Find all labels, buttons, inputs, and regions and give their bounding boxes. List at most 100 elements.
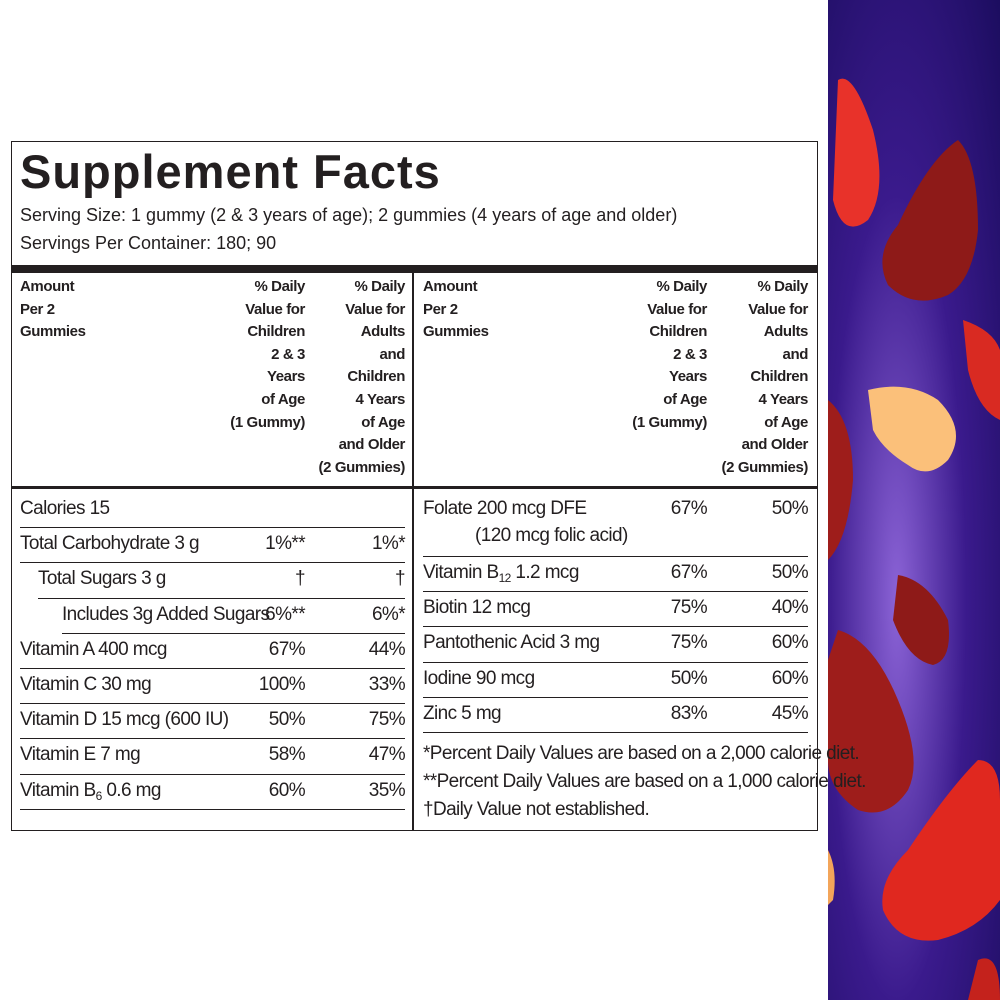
column-header: Children xyxy=(750,368,808,386)
column-header: 4 Years xyxy=(355,391,406,408)
nutrient-label: Zinc 5 mg xyxy=(423,702,502,726)
daily-value-children: 67% xyxy=(268,638,306,660)
nutrient-name: Vitamin B xyxy=(423,562,499,583)
nutrient-label: Total Carbohydrate 3 g xyxy=(20,532,200,556)
daily-value-adults: 1%* xyxy=(371,533,406,555)
nutrient-name: Zinc 5 mg xyxy=(423,702,502,724)
nutrient-label: Vitamin B6 0.6 mg xyxy=(20,779,161,803)
nutrient-subscript: 12 xyxy=(498,571,512,585)
daily-value-adults: 75% xyxy=(368,709,406,731)
row-rule xyxy=(20,773,405,775)
nutrient-name: Vitamin E 7 mg xyxy=(20,744,141,766)
row-rule xyxy=(423,556,808,557)
row-rule xyxy=(20,808,405,810)
footnote: †Daily Value not established. xyxy=(423,799,650,820)
daily-value-children: † xyxy=(295,568,306,590)
nutrient-amount: 0.6 mg xyxy=(101,779,161,801)
nutrient-label-line2: (120 mcg folic acid) xyxy=(475,525,628,546)
gummy-photo xyxy=(828,0,1000,1000)
daily-value-children: 50% xyxy=(268,709,306,731)
nutrient-name: Vitamin C 30 mg xyxy=(20,674,152,695)
column-header: Gummies xyxy=(20,323,86,341)
panel-title: Supplement Facts xyxy=(20,145,441,198)
daily-value-adults: 45% xyxy=(771,702,809,724)
column-header: % Daily xyxy=(354,278,405,295)
column-divider xyxy=(412,265,414,830)
nutrient-name: Vitamin D 15 mcg (600 IU) xyxy=(20,709,229,731)
column-header: % Daily xyxy=(254,278,305,295)
row-rule xyxy=(423,591,808,593)
nutrient-name: Vitamin B xyxy=(20,779,96,801)
daily-value-adults: 44% xyxy=(368,638,406,660)
daily-value-children: 67% xyxy=(670,498,708,519)
daily-value-children: 58% xyxy=(268,744,306,766)
daily-value-adults: 60% xyxy=(771,632,809,654)
column-header: 4 Years xyxy=(758,391,809,408)
facts-panel xyxy=(11,141,818,831)
daily-value-children: 67% xyxy=(670,562,708,583)
nutrient-label: Includes 3g Added Sugars xyxy=(62,603,270,627)
thick-rule xyxy=(12,265,817,273)
daily-value-adults: 47% xyxy=(368,744,406,766)
servings-per-container: Servings Per Container: 180; 90 xyxy=(20,233,277,253)
column-header: Children xyxy=(649,323,707,341)
column-header: of Age xyxy=(361,413,405,431)
column-header: of Age xyxy=(663,391,707,408)
daily-value-children: 50% xyxy=(670,667,708,689)
nutrient-amount: 1.2 mcg xyxy=(510,562,579,583)
row-rule xyxy=(20,738,405,740)
daily-value-adults: 40% xyxy=(771,597,809,619)
daily-value-children: 60% xyxy=(268,779,306,801)
nutrient-label: Vitamin D 15 mcg (600 IU) xyxy=(20,708,229,732)
column-header: of Age xyxy=(764,413,808,431)
nutrient-label: Folate 200 mcg DFE xyxy=(423,497,587,521)
nutrient-name: Calories 15 xyxy=(20,498,110,519)
row-rule xyxy=(20,703,405,705)
column-header: % Daily xyxy=(656,278,707,295)
nutrient-label: Iodine 90 mcg xyxy=(423,667,535,691)
row-rule xyxy=(20,527,405,529)
column-header: Value for xyxy=(647,300,707,318)
row-rule xyxy=(423,696,808,698)
daily-value-children: 75% xyxy=(670,632,708,654)
column-header: 2 & 3 xyxy=(271,345,305,363)
nutrient-name: Total Sugars 3 g xyxy=(38,568,166,590)
nutrient-name: Folate 200 mcg DFE xyxy=(423,498,587,519)
daily-value-children: 83% xyxy=(670,702,708,724)
daily-value-adults: 6%* xyxy=(371,603,406,625)
column-header: Value for xyxy=(345,300,405,318)
nutrient-label: Vitamin A 400 mcg xyxy=(20,638,167,662)
column-header: and xyxy=(782,345,809,363)
nutrient-label: Total Sugars 3 g xyxy=(38,567,166,591)
daily-value-children: 100% xyxy=(258,674,306,695)
row-rule xyxy=(20,562,405,564)
column-header: Value for xyxy=(245,300,305,318)
header-rule xyxy=(12,486,817,489)
nutrient-label: Vitamin C 30 mg xyxy=(20,673,152,697)
column-header: Gummies xyxy=(423,323,489,341)
column-header: Amount xyxy=(20,278,75,295)
nutrient-name: Vitamin A 400 mcg xyxy=(20,638,167,660)
row-rule xyxy=(38,597,405,599)
column-header: Adults xyxy=(360,323,406,341)
nutrient-name: Biotin 12 mcg xyxy=(423,597,531,619)
daily-value-adults: 50% xyxy=(771,562,809,583)
footnote: **Percent Daily Values are based on a 1,… xyxy=(423,771,866,792)
nutrient-label: Vitamin B12 1.2 mcg xyxy=(423,561,579,585)
nutrient-label: Vitamin E 7 mg xyxy=(20,743,141,767)
nutrient-name: Iodine 90 mcg xyxy=(423,667,535,689)
row-rule xyxy=(20,668,405,669)
daily-value-children: 6%** xyxy=(265,603,305,625)
row-rule xyxy=(62,632,405,634)
row-rule xyxy=(423,661,808,663)
column-header: Adults xyxy=(763,323,809,341)
nutrient-subscript: 6 xyxy=(95,788,103,803)
column-header: Children xyxy=(247,323,305,341)
column-header: Amount xyxy=(423,278,478,295)
column-header: and Older xyxy=(741,436,809,454)
footnote: *Percent Daily Values are based on a 2,0… xyxy=(423,743,860,764)
nutrient-label: Calories 15 xyxy=(20,497,110,521)
column-header: (2 Gummies) xyxy=(721,458,809,476)
column-header: Value for xyxy=(748,300,808,318)
